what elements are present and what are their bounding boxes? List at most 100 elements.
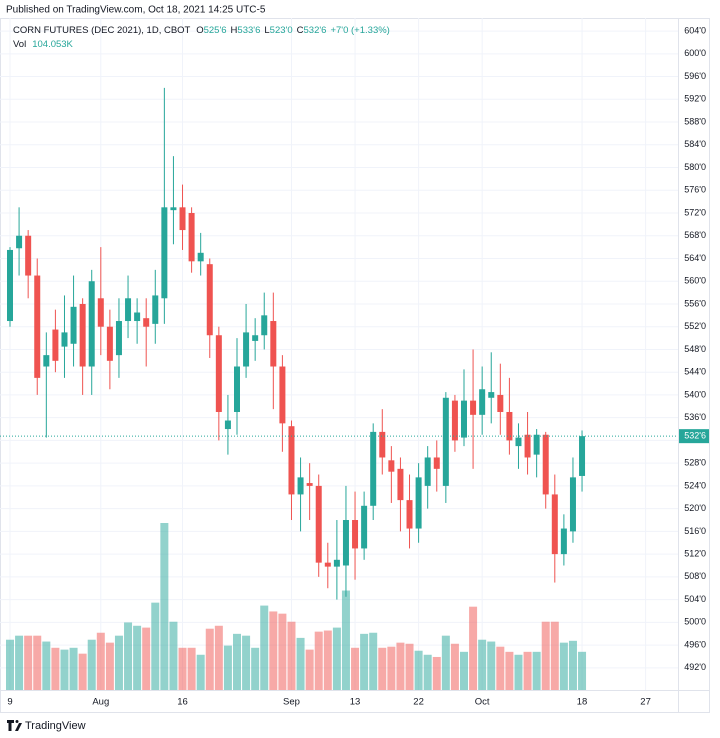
- candle-body: [197, 252, 204, 262]
- candle-body: [243, 332, 250, 367]
- volume-bar: [114, 635, 123, 690]
- candle-body: [161, 207, 168, 299]
- volume-bar: [142, 627, 151, 690]
- brand-logo: [7, 720, 22, 731]
- volume-key: Vol: [13, 39, 26, 50]
- volume-bar: [423, 654, 432, 690]
- candle-body: [497, 394, 504, 412]
- candle-body: [106, 326, 113, 361]
- candle-body: [52, 329, 59, 361]
- candle-body: [270, 321, 277, 367]
- volume-bar: [405, 643, 414, 690]
- volume-bar: [323, 630, 332, 690]
- candle-body: [188, 213, 195, 262]
- candle-body: [306, 483, 313, 486]
- volume-bar: [532, 651, 541, 690]
- y-tick-label: 516'0: [684, 526, 706, 536]
- volume-bar: [369, 632, 378, 690]
- volume-bar: [505, 651, 514, 690]
- candle-body: [352, 520, 359, 549]
- candle-body: [234, 366, 240, 412]
- volume-bar: [360, 633, 369, 690]
- volume-bar: [387, 646, 396, 690]
- volume-bar: [42, 641, 51, 690]
- x-tick-label: 22: [413, 697, 424, 708]
- candle-body: [370, 431, 377, 506]
- candle-body: [7, 249, 13, 322]
- candle-body: [16, 235, 23, 249]
- candle-body: [533, 434, 540, 455]
- candle-body: [125, 298, 132, 322]
- volume-bar: [223, 645, 232, 690]
- legend-line: CORN FUTURES (DEC 2021), 1D, CBOT O525'6 H…: [13, 25, 390, 36]
- close-value: 532'6: [304, 25, 327, 36]
- volume-bar: [578, 651, 587, 690]
- volume-bar: [6, 639, 14, 690]
- volume-bar: [496, 646, 505, 690]
- x-tick-label: Sep: [283, 697, 300, 708]
- candle-body: [442, 397, 449, 486]
- candle-body: [542, 434, 549, 495]
- candle-body: [415, 477, 422, 529]
- candle-body: [170, 207, 177, 211]
- volume-bar: [378, 647, 387, 690]
- volume-bar: [341, 590, 350, 690]
- x-tick-label: 27: [640, 697, 651, 708]
- candle-body: [134, 312, 141, 322]
- y-tick-label: 560'0: [684, 276, 706, 286]
- y-tick-label: 508'0: [684, 571, 706, 581]
- volume-bar: [205, 628, 214, 690]
- volume-bar: [51, 647, 60, 690]
- axes: 604'0 600'0 596'0 592'0 588'0 584'0 580'0 576'0…: [0, 25, 709, 708]
- candle-body: [324, 562, 331, 567]
- candle-body: [25, 235, 32, 276]
- candle-body: [206, 264, 213, 336]
- high-value: 533'6: [237, 25, 260, 36]
- y-tick-label: 604'0: [684, 25, 706, 35]
- candle-body: [297, 477, 304, 495]
- change: +7'0 (+1.33%): [330, 25, 389, 36]
- y-tick-label: 552'0: [684, 321, 706, 331]
- y-tick-label: 496'0: [684, 639, 706, 649]
- volume-bar: [15, 635, 24, 690]
- volume-bar: [450, 643, 459, 690]
- candle-body: [551, 494, 558, 555]
- x-tick-label: Oct: [475, 697, 490, 708]
- candle-body: [70, 306, 77, 344]
- volume-bar: [287, 621, 296, 690]
- candle-body: [342, 520, 349, 566]
- volume-bar: [396, 642, 405, 690]
- candle-body: [333, 559, 340, 567]
- volume-bar: [278, 613, 287, 690]
- y-tick-label: 576'0: [684, 185, 706, 195]
- candle-body: [34, 275, 41, 378]
- y-tick-label: 584'0: [684, 139, 706, 149]
- price-pane: [7, 87, 586, 600]
- y-tick-label: 520'0: [684, 503, 706, 513]
- volume-bar: [305, 649, 314, 690]
- volume-bar: [33, 635, 42, 690]
- volume-bar: [233, 633, 241, 690]
- volume-bar: [96, 632, 105, 690]
- close-key: C: [297, 25, 304, 36]
- x-tick-label: Aug: [92, 697, 109, 708]
- volume-bar: [60, 649, 69, 690]
- volume-bar: [523, 651, 532, 690]
- candle-body: [315, 485, 322, 563]
- open-key: O: [196, 25, 203, 36]
- volume-bar: [151, 602, 160, 690]
- volume-bar: [133, 625, 142, 690]
- y-tick-label: 568'0: [684, 230, 706, 240]
- candle-body: [406, 500, 413, 529]
- candle-body: [143, 318, 150, 327]
- candle-body: [61, 332, 68, 347]
- volume-bar: [87, 639, 96, 690]
- candle-body: [152, 295, 159, 324]
- candle-body: [433, 457, 440, 469]
- y-tick-label: 504'0: [684, 594, 706, 604]
- brand-name: TradingView: [25, 720, 86, 732]
- volume-bar: [269, 611, 278, 690]
- y-tick-label: 588'0: [684, 116, 706, 126]
- low-key: L: [264, 25, 269, 36]
